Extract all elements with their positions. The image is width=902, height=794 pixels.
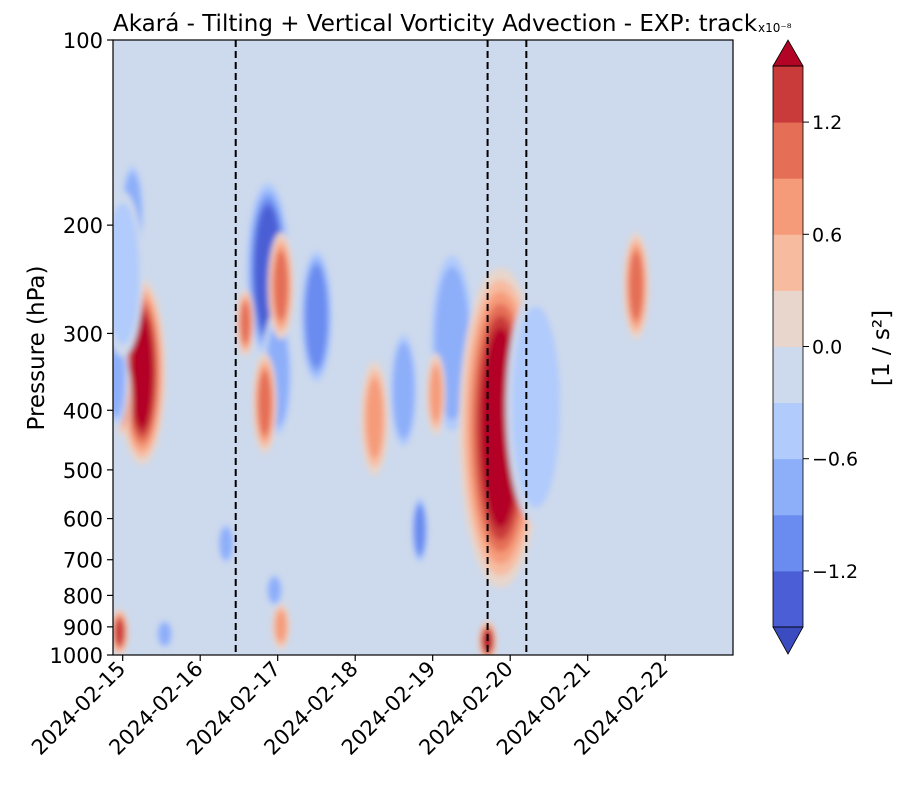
- colorbar-band: [773, 570, 803, 628]
- colorbar-band: [773, 122, 803, 179]
- contour-feature: [113, 345, 123, 411]
- colorbar-band: [773, 290, 803, 347]
- colorbar-tick-label: 0.0: [812, 337, 842, 359]
- contour-feature: [269, 580, 280, 601]
- plot-frame: [112, 39, 734, 656]
- colorbar-tick-label: −1.2: [812, 561, 858, 583]
- y-axis: 100 200 300 400 500 600 700 800 900 1000: [50, 29, 113, 668]
- contour-feature: [438, 277, 466, 409]
- contour-feature: [518, 323, 554, 491]
- contour-plot-area: [112, 39, 734, 656]
- chart-title: Akará - Tilting + Vertical Vorticity Adv…: [113, 11, 758, 37]
- colorbar-tick-label: 1.2: [812, 112, 842, 134]
- contour-feature: [221, 530, 231, 557]
- y-tick-label: 500: [63, 459, 103, 483]
- contour-feature: [629, 251, 644, 321]
- y-tick-label: 100: [63, 29, 103, 53]
- y-tick-label: 800: [63, 584, 103, 608]
- colorbar-tick-label: 0.6: [812, 224, 842, 246]
- contour-feature: [307, 271, 326, 362]
- colorbar-extend-max: [772, 39, 804, 67]
- contour-feature: [274, 251, 288, 321]
- y-tick-label: 1000: [50, 644, 103, 668]
- contour-feature: [415, 508, 425, 552]
- contour-feature: [159, 625, 170, 643]
- contour-feature: [130, 314, 154, 430]
- colorbar-band: [773, 346, 803, 404]
- contour-feature: [275, 610, 287, 642]
- contour-feature: [240, 302, 251, 344]
- y-tick-label: 600: [63, 508, 103, 532]
- y-tick-label: 400: [63, 399, 103, 423]
- contour-feature: [366, 378, 383, 459]
- y-axis-label: Pressure (hPa): [24, 266, 50, 431]
- x-axis: 2024-02-152024-02-162024-02-172024-02-18…: [27, 655, 673, 760]
- colorbar-extend-min: [772, 626, 804, 655]
- colorbar-band: [773, 178, 803, 235]
- y-tick-label: 200: [63, 214, 103, 238]
- contour-feature: [113, 215, 136, 333]
- colorbar-label: [1 / s²]: [869, 310, 895, 386]
- y-tick-label: 700: [63, 549, 103, 573]
- colorbar: −1.2 −0.6 0.0 0.6 1.2: [772, 39, 858, 655]
- contour-feature: [395, 349, 412, 432]
- y-tick-label: 300: [63, 322, 103, 346]
- contour-feature: [258, 370, 272, 436]
- colorbar-band: [773, 66, 803, 123]
- colorbar-exponent: x10⁻⁸: [758, 21, 792, 35]
- colorbar-band: [773, 514, 803, 572]
- contour-feature: [430, 366, 442, 423]
- colorbar-tick-label: −0.6: [812, 449, 858, 471]
- colorbar-band: [773, 234, 803, 291]
- colorbar-band: [773, 458, 803, 516]
- y-tick-label: 900: [63, 616, 103, 640]
- contour-feature: [114, 619, 124, 646]
- colorbar-band: [773, 402, 803, 460]
